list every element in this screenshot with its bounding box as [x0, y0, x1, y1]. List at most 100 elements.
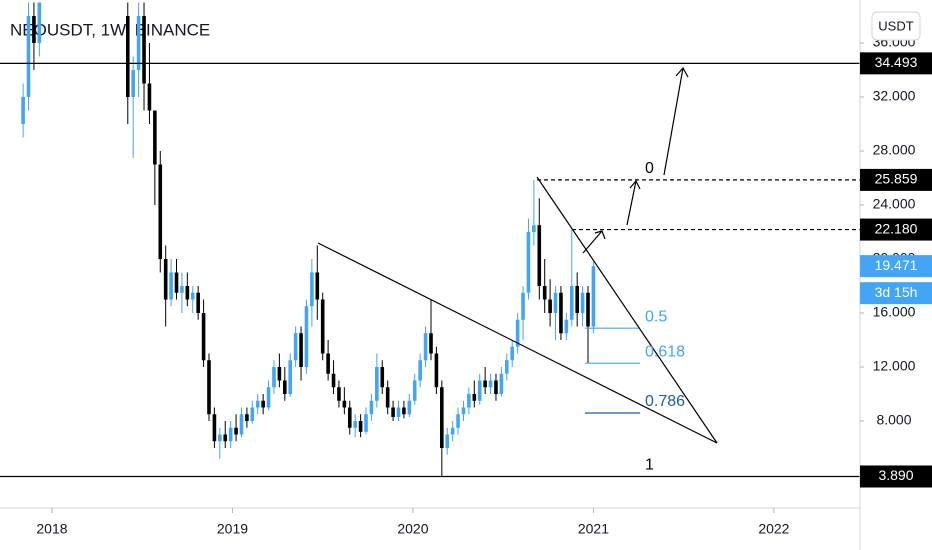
candle-body — [212, 414, 217, 442]
y-tick-label: 28.000 — [873, 142, 916, 158]
y-tick-label: 16.000 — [873, 304, 916, 320]
candle-body — [542, 286, 547, 300]
candle-body — [559, 292, 563, 334]
currency-button[interactable] — [871, 11, 921, 41]
candle-body — [467, 394, 471, 408]
candle-body — [564, 319, 569, 334]
candle-body — [26, 15, 31, 97]
candle-body — [553, 292, 558, 314]
candle-body — [364, 414, 368, 432]
price-label-box — [860, 168, 932, 191]
candle-body — [472, 394, 477, 401]
candle-body — [418, 360, 422, 381]
price-label-box — [860, 218, 932, 241]
candle-body — [223, 434, 228, 442]
candle-body — [158, 164, 163, 260]
price-label-box — [860, 465, 932, 488]
candle-body — [131, 69, 135, 97]
candle-body — [315, 272, 320, 300]
candle-body — [429, 333, 433, 354]
candle-body — [180, 286, 184, 293]
arrow — [582, 230, 606, 254]
price-label: 25.859 — [875, 171, 918, 187]
price-label-box — [860, 52, 932, 75]
candle-body — [250, 407, 255, 422]
candle-body — [153, 110, 157, 165]
arrow — [663, 66, 689, 176]
candle-body — [32, 15, 36, 43]
candle-body — [174, 272, 179, 293]
candle-body — [537, 225, 542, 287]
candle-body — [488, 380, 493, 388]
candle-body — [255, 400, 260, 408]
plot-area — [0, 2, 860, 478]
candle-body — [396, 407, 401, 417]
candle-body — [580, 292, 585, 314]
candle-body — [163, 259, 168, 300]
candle-body — [358, 421, 363, 432]
candle-body — [477, 380, 482, 401]
candle-body — [586, 292, 590, 327]
candle-body — [239, 414, 244, 435]
candle-body — [185, 286, 190, 300]
candle-body — [402, 407, 406, 415]
candle-body — [412, 380, 417, 401]
candle-body — [245, 414, 249, 422]
candle-body — [385, 387, 390, 408]
candle-body — [190, 292, 195, 300]
last-price-label: 19.471 — [875, 257, 918, 273]
candle-body — [218, 434, 222, 442]
fib-label: 0.786 — [645, 393, 685, 410]
x-tick-label: 2018 — [36, 521, 67, 537]
candle-body — [201, 313, 206, 361]
candle-body — [515, 319, 520, 347]
candle-body — [456, 414, 460, 428]
x-tick-label: 2020 — [397, 521, 428, 537]
candle-body — [353, 421, 357, 428]
y-tick-label: 24.000 — [873, 196, 916, 212]
candle-body — [228, 427, 233, 442]
price-label: 34.493 — [875, 54, 918, 70]
candle-body — [337, 387, 341, 401]
candle-body — [347, 407, 352, 428]
candle-body — [494, 380, 498, 395]
drawings — [317, 66, 718, 444]
trend-line — [317, 242, 718, 444]
chart-title: NEOUSDT, 1W, BINANCE — [10, 20, 210, 39]
candle-body — [575, 286, 579, 314]
candle-body — [234, 427, 238, 435]
arrow — [626, 179, 641, 226]
candle-body — [450, 427, 455, 435]
candle-body — [369, 400, 374, 415]
fib-label: 0.618 — [645, 343, 685, 360]
x-tick-label: 2019 — [217, 521, 248, 537]
candle-body — [375, 367, 379, 401]
candle-body — [380, 367, 385, 388]
y-tick-label: 8.000 — [876, 412, 911, 428]
candle-body — [440, 387, 444, 449]
candle-body — [207, 360, 211, 415]
candle-body — [445, 434, 450, 449]
candle-body — [288, 360, 293, 395]
candle-body — [266, 387, 271, 408]
candle-body — [21, 96, 25, 124]
candle-body — [434, 353, 439, 388]
candle-body — [461, 407, 466, 415]
candle-body — [342, 400, 347, 408]
countdown-box — [860, 282, 932, 305]
candle-body — [261, 400, 265, 408]
price-label: 3.890 — [878, 467, 913, 483]
y-tick-label: 32.000 — [873, 88, 916, 104]
currency-button-label[interactable]: USDT — [878, 18, 913, 33]
candle-body — [136, 15, 141, 70]
candle-body — [569, 286, 574, 320]
countdown-label: 3d 15h — [875, 284, 918, 300]
candle-body — [147, 83, 152, 111]
candle-body — [499, 373, 504, 395]
candle-body — [591, 266, 596, 327]
candle-body — [548, 299, 552, 314]
candle-body — [407, 400, 412, 415]
trend-line — [536, 176, 718, 444]
candle-body — [293, 333, 298, 361]
